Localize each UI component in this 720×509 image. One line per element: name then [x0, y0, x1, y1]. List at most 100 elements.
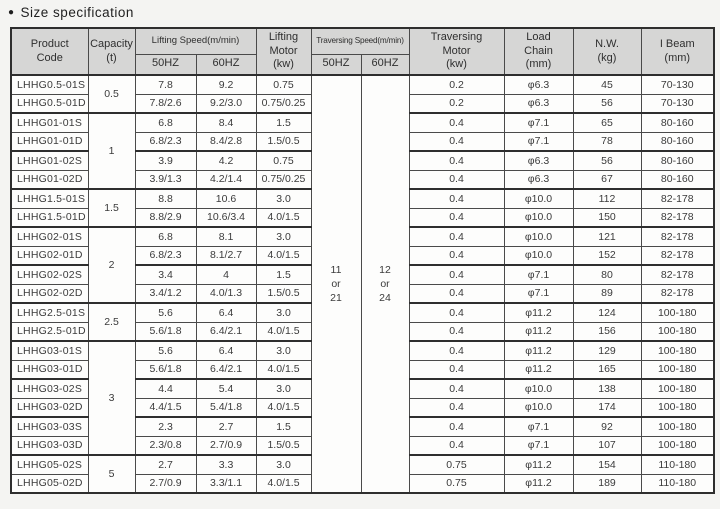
header-lifting-speed: Lifting Speed(m/min) [134, 27, 257, 55]
traversing-motor-cell: 0.4 [408, 416, 505, 437]
table-row: LHHG1.5-01D 8.8/2.9 10.6/3.4 4.0/1.5 0.4 φ10.… [10, 207, 715, 228]
lifting-motor-cell: 0.75/0.25 [255, 93, 312, 114]
size-specification-table: Product Code Capacity (t) Lifting Speed(… [10, 27, 715, 494]
traversing-motor-cell: 0.4 [408, 321, 505, 342]
i-beam-cell: 82-178 [640, 226, 715, 247]
load-chain-cell: φ6.3 [503, 74, 574, 95]
traversing-motor-cell: 0.4 [408, 207, 505, 228]
traversing-motor-cell: 0.2 [408, 74, 505, 95]
nw-cell: 124 [572, 302, 642, 323]
product-code-cell: LHHG02-01S [10, 226, 89, 247]
load-chain-cell: φ10.0 [503, 188, 574, 209]
header-traversing-motor: Traversing Motor (kw) [408, 27, 505, 76]
lifting-motor-cell: 0.75/0.25 [255, 169, 312, 190]
capacity-cell: 1.5 [87, 188, 136, 228]
capacity-cell: 1 [87, 112, 136, 190]
load-chain-cell: φ10.0 [503, 226, 574, 247]
traversing-motor-cell: 0.4 [408, 435, 505, 456]
lifting-motor-cell: 1.5/0.5 [255, 283, 312, 304]
table-row: LHHG01-02D 3.9/1.3 4.2/1.4 0.75/0.25 0.4 φ6.3… [10, 169, 715, 190]
lifting-speed-50hz-cell: 3.9 [134, 150, 197, 171]
nw-cell: 56 [572, 150, 642, 171]
lifting-speed-50hz-cell: 2.3 [134, 416, 197, 437]
lifting-speed-50hz-cell: 4.4 [134, 378, 197, 399]
lifting-motor-cell: 4.0/1.5 [255, 321, 312, 342]
i-beam-cell: 70-130 [640, 93, 715, 114]
lifting-motor-cell: 1.5 [255, 112, 312, 133]
lifting-speed-50hz-cell: 5.6 [134, 340, 197, 361]
table-row: LHHG02-02S 3.4 4 1.5 0.4 φ7.1 80 82-178 [10, 264, 715, 285]
table-row: LHHG2.5-01S 2.5 5.6 6.4 3.0 0.4 φ11.2 124 100-18… [10, 302, 715, 342]
lifting-motor-cell: 4.0/1.5 [255, 207, 312, 228]
header-load-chain: Load Chain (mm) [503, 27, 574, 76]
lifting-speed-60hz-cell: 3.3/1.1 [195, 473, 257, 494]
header-nw: N.W. (kg) [572, 27, 642, 76]
header-lifting-speed-50hz: 50HZ [134, 53, 197, 76]
traversing-motor-cell: 0.4 [408, 264, 505, 285]
i-beam-cell: 80-160 [640, 131, 715, 152]
product-code-cell: LHHG01-01D [10, 131, 89, 152]
header-capacity: Capacity (t) [87, 27, 136, 76]
i-beam-cell: 82-178 [640, 207, 715, 228]
product-code-cell: LHHG02-02S [10, 264, 89, 285]
nw-cell: 107 [572, 435, 642, 456]
nw-cell: 78 [572, 131, 642, 152]
i-beam-cell: 82-178 [640, 245, 715, 266]
load-chain-cell: φ11.2 [503, 302, 574, 323]
lifting-motor-cell: 3.0 [255, 188, 312, 209]
lifting-motor-cell: 1.5 [255, 264, 312, 285]
nw-cell: 92 [572, 416, 642, 437]
header-traversing-speed: Traversing Speed(m/min) [310, 27, 410, 55]
lifting-speed-50hz-cell: 8.8 [134, 188, 197, 209]
table-row: LHHG02-02D 3.4/1.2 4.0/1.3 1.5/0.5 0.4 φ7.1 89… [10, 283, 715, 304]
lifting-speed-60hz-cell: 4.2/1.4 [195, 169, 257, 190]
lifting-speed-60hz-cell: 5.4 [195, 378, 257, 399]
table-header: Product Code Capacity (t) Lifting Speed(… [10, 27, 715, 76]
load-chain-cell: φ7.1 [503, 131, 574, 152]
header-product-code: Product Code [10, 27, 89, 76]
table-row: LHHG2.5-01D 5.6/1.8 6.4/2.1 4.0/1.5 0.4 φ11.2… [10, 321, 715, 342]
table-row: LHHG03-01D 5.6/1.8 6.4/2.1 4.0/1.5 0.4 φ11.2 1… [10, 359, 715, 380]
traversing-motor-cell: 0.4 [408, 378, 505, 399]
lifting-speed-60hz-cell: 10.6 [195, 188, 257, 209]
traversing-motor-cell: 0.4 [408, 340, 505, 361]
lifting-motor-cell: 4.0/1.5 [255, 245, 312, 266]
load-chain-cell: φ10.0 [503, 397, 574, 418]
product-code-cell: LHHG03-01D [10, 359, 89, 380]
lifting-speed-60hz-cell: 10.6/3.4 [195, 207, 257, 228]
lifting-motor-cell: 3.0 [255, 454, 312, 475]
product-code-cell: LHHG01-01S [10, 112, 89, 133]
load-chain-cell: φ11.2 [503, 473, 574, 494]
product-code-cell: LHHG05-02S [10, 454, 89, 475]
lifting-motor-cell: 1.5/0.5 [255, 435, 312, 456]
i-beam-cell: 110-180 [640, 473, 715, 494]
load-chain-cell: φ11.2 [503, 340, 574, 361]
load-chain-cell: φ6.3 [503, 169, 574, 190]
traversing-motor-cell: 0.4 [408, 245, 505, 266]
lifting-speed-50hz-cell: 6.8 [134, 226, 197, 247]
lifting-motor-cell: 4.0/1.5 [255, 397, 312, 418]
nw-cell: 189 [572, 473, 642, 494]
product-code-cell: LHHG1.5-01S [10, 188, 89, 209]
lifting-speed-60hz-cell: 4.0/1.3 [195, 283, 257, 304]
lifting-motor-cell: 4.0/1.5 [255, 473, 312, 494]
nw-cell: 112 [572, 188, 642, 209]
i-beam-cell: 80-160 [640, 169, 715, 190]
lifting-speed-60hz-cell: 9.2/3.0 [195, 93, 257, 114]
lifting-speed-50hz-cell: 7.8 [134, 74, 197, 95]
table-row: LHHG03-02D 4.4/1.5 5.4/1.8 4.0/1.5 0.4 φ10.0 1… [10, 397, 715, 418]
product-code-cell: LHHG0.5-01D [10, 93, 89, 114]
header-lifting-speed-60hz: 60HZ [195, 53, 257, 76]
load-chain-cell: φ11.2 [503, 359, 574, 380]
capacity-cell: 5 [87, 454, 136, 494]
i-beam-cell: 70-130 [640, 74, 715, 95]
lifting-speed-50hz-cell: 6.8 [134, 112, 197, 133]
lifting-speed-60hz-cell: 6.4/2.1 [195, 321, 257, 342]
lifting-speed-50hz-cell: 2.7/0.9 [134, 473, 197, 494]
spec-table-body: LHHG0.5-01S 0.5 7.8 9.2 0.75 11 or 21 12 or 24… [10, 74, 715, 494]
i-beam-cell: 82-178 [640, 264, 715, 285]
lifting-speed-50hz-cell: 3.4 [134, 264, 197, 285]
lifting-speed-50hz-cell: 8.8/2.9 [134, 207, 197, 228]
nw-cell: 45 [572, 74, 642, 95]
i-beam-cell: 100-180 [640, 302, 715, 323]
